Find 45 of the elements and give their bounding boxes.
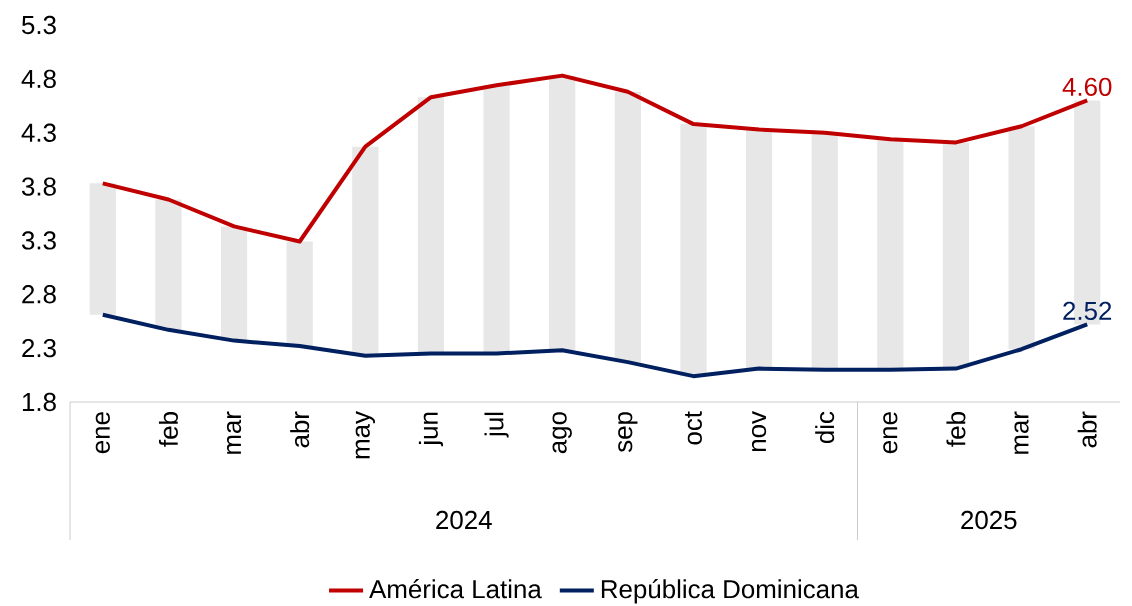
x-tick-label: feb	[946, 412, 966, 447]
x-tick-label: mar	[1014, 411, 1029, 454]
legend-label: América Latina	[369, 579, 542, 599]
bar	[680, 124, 707, 377]
y-tick-label: 3.3	[21, 231, 56, 250]
bar	[155, 199, 182, 330]
x-tick-label: ago	[552, 412, 572, 454]
bar	[286, 241, 313, 346]
y-tick-label: 2.8	[22, 285, 56, 304]
text: 2025	[961, 510, 1017, 530]
x-tick-label: oct	[684, 411, 702, 445]
bar	[942, 142, 970, 369]
x-tick-label: may	[355, 411, 375, 459]
x-tick-label: abr	[1077, 411, 1097, 448]
x-tick-label: nov	[751, 411, 767, 452]
text: 2024	[436, 510, 492, 530]
bar	[417, 97, 445, 354]
x-tick-label: dic	[815, 411, 835, 444]
bar	[549, 75, 576, 351]
y-tick-label: 1.8	[22, 392, 56, 412]
y-tick-label: 5.3	[21, 15, 56, 35]
x-tick-label: abr	[290, 411, 310, 448]
bar	[614, 91, 641, 363]
bar	[483, 85, 510, 354]
y-tick-label: 4.3	[21, 123, 56, 142]
bar	[89, 183, 116, 315]
data-label: 4.60	[1062, 77, 1112, 96]
y-tick-label: 2.3	[22, 338, 56, 358]
bar	[811, 132, 838, 370]
x-tick-label: sep	[618, 412, 638, 453]
x-tick-label: ene	[883, 412, 898, 454]
bar	[745, 129, 773, 369]
y-tick-label: 4.8	[21, 69, 56, 89]
bar	[352, 146, 379, 356]
legend-label: República Dominicana	[601, 579, 859, 604]
x-tick-label: mar	[226, 411, 242, 454]
x-tick-label: ene	[95, 412, 110, 454]
bar	[220, 226, 248, 341]
x-tick-label: jul	[484, 412, 509, 438]
y-tick-label: 3.8	[21, 177, 56, 196]
data-label: 2.52	[1063, 301, 1112, 321]
bar	[877, 139, 904, 370]
x-tick-label: feb	[158, 412, 178, 447]
bar	[1008, 126, 1035, 350]
x-tick-label: jun	[418, 412, 444, 447]
